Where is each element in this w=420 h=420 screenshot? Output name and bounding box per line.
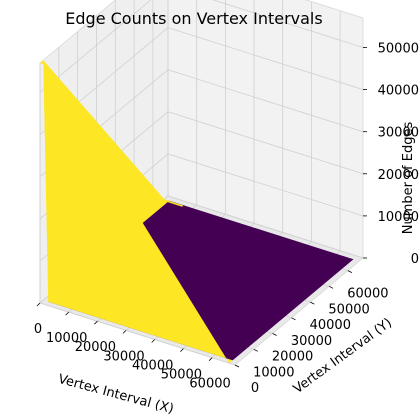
y-tick-mark bbox=[272, 333, 277, 336]
z-tick-label: 20000 bbox=[378, 168, 419, 183]
x-tick-mark bbox=[208, 357, 213, 361]
y-tick-label: 40000 bbox=[310, 318, 351, 333]
x-tick-label: 0 bbox=[34, 322, 42, 337]
grid-line-z-back bbox=[167, 153, 364, 217]
x-tick-label: 20000 bbox=[75, 340, 116, 355]
surface-plot bbox=[40, 60, 354, 364]
y-tick-label: 0 bbox=[251, 381, 259, 396]
z-tick-label: 40000 bbox=[378, 84, 419, 99]
y-tick-label: 30000 bbox=[291, 334, 332, 349]
y-tick-mark bbox=[234, 364, 240, 368]
z-axis-label: Number of Edges bbox=[401, 122, 416, 235]
x-tick-mark bbox=[151, 339, 155, 343]
x-tick-mark bbox=[122, 330, 127, 334]
y-tick-label: 50000 bbox=[328, 302, 369, 317]
x-tick-mark bbox=[65, 311, 69, 316]
grid-line-z-back bbox=[167, 111, 364, 175]
z-tick-label: 50000 bbox=[378, 42, 419, 57]
z-tick-label: 30000 bbox=[378, 126, 419, 141]
y-tick-label: 60000 bbox=[347, 287, 388, 302]
x-tick-label: 40000 bbox=[132, 359, 173, 374]
x-tick-mark bbox=[94, 320, 98, 325]
grid-line-y-floor bbox=[39, 302, 236, 366]
y-tick-label: 20000 bbox=[272, 350, 313, 365]
surface-edge-highlight bbox=[168, 200, 183, 207]
y-tick-mark bbox=[310, 301, 315, 305]
x-tick-mark bbox=[180, 348, 184, 352]
y-tick-mark bbox=[347, 270, 353, 273]
grid-line-z-back bbox=[167, 27, 364, 90]
x-tick-label: 10000 bbox=[46, 331, 87, 346]
y-tick-mark bbox=[328, 285, 334, 289]
x-tick-label: 60000 bbox=[189, 377, 230, 392]
grid-line-z-back bbox=[167, 195, 364, 259]
x-tick-label: 50000 bbox=[161, 368, 202, 383]
y-tick-label: 10000 bbox=[253, 365, 294, 380]
x-tick-mark bbox=[36, 302, 41, 307]
z-tick-label: 0 bbox=[411, 252, 419, 267]
x-axis-label: Vertex Interval (X) bbox=[57, 372, 176, 415]
grid-line-z-left bbox=[39, 0, 152, 93]
z-tick-label: 10000 bbox=[378, 210, 419, 225]
grid-line-z-back bbox=[212, 0, 364, 48]
surface-facet bbox=[45, 64, 233, 364]
chart-title: Edge Counts on Vertex Intervals bbox=[65, 9, 322, 28]
y-tick-mark bbox=[291, 317, 296, 321]
x-tick-label: 30000 bbox=[103, 349, 144, 364]
grid-line-z-back bbox=[167, 69, 364, 133]
y-tick-mark bbox=[253, 348, 258, 352]
